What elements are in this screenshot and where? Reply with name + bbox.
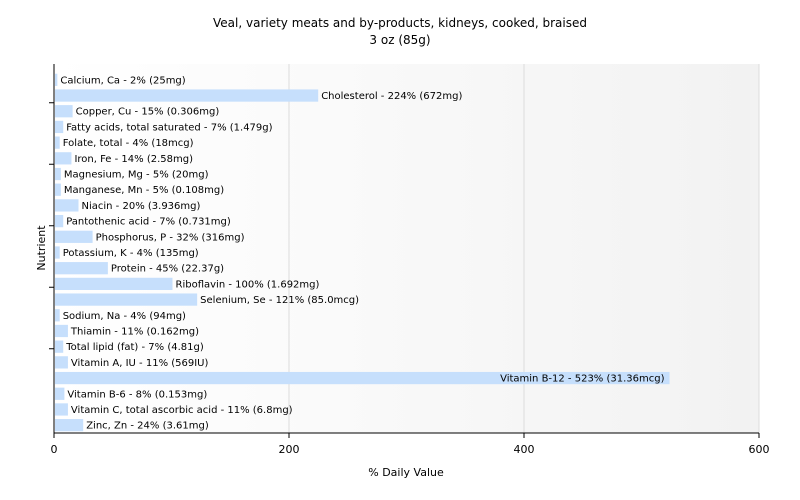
bar-label: Iron, Fe - 14% (2.58mg): [74, 154, 193, 165]
bar: [55, 105, 73, 118]
bar-label: Folate, total - 4% (18mcg): [63, 138, 194, 149]
bars-group: [55, 73, 670, 432]
x-axis-title: % Daily Value: [368, 466, 444, 479]
bar: [55, 152, 72, 165]
bar-label: Fatty acids, total saturated - 7% (1.479…: [66, 122, 272, 133]
bar-label: Phosphorus, P - 32% (316mg): [96, 232, 245, 243]
bar-label: Cholesterol - 224% (672mg): [321, 91, 462, 102]
bar-label: Pantothenic acid - 7% (0.731mg): [66, 217, 231, 228]
bar-label: Zinc, Zn - 24% (3.61mg): [86, 421, 209, 432]
bar: [55, 136, 60, 149]
bar: [55, 214, 64, 228]
bar-label: Calcium, Ca - 2% (25mg): [60, 75, 185, 86]
bar-label: Thiamin - 11% (0.162mg): [70, 326, 199, 337]
bar-label: Magnesium, Mg - 5% (20mg): [64, 170, 209, 181]
bar-label: Vitamin B-6 - 8% (0.153mg): [67, 389, 207, 400]
bar: [55, 387, 65, 400]
chart-subtitle: 3 oz (85g): [369, 33, 430, 47]
bar: [55, 403, 68, 416]
plot-area: [54, 64, 759, 433]
x-tick-label: 200: [279, 443, 300, 456]
bar: [55, 230, 93, 243]
bar-label: Potassium, K - 4% (135mg): [63, 248, 199, 259]
bar-label: Vitamin C, total ascorbic acid - 11% (6.…: [71, 405, 293, 416]
bar: [55, 183, 61, 196]
bar: [55, 246, 60, 259]
bar: [55, 340, 64, 353]
y-axis-title: Nutrient: [35, 225, 48, 271]
gridlines: [288, 64, 760, 433]
bar: [55, 419, 84, 432]
bar-label: Manganese, Mn - 5% (0.108mg): [64, 185, 224, 196]
bar-label: Protein - 45% (22.37g): [111, 264, 224, 275]
bar-label: Niacin - 20% (3.936mg): [82, 201, 201, 212]
axes-group: 0 200 400 600: [49, 64, 770, 456]
bar-label: Riboflavin - 100% (1.692mg): [176, 279, 320, 290]
bar: [55, 309, 60, 322]
bar: [55, 167, 61, 181]
bar-labels-group: Calcium, Ca - 2% (25mg) Cholesterol - 224…: [60, 75, 664, 431]
x-tick-label: 400: [514, 443, 535, 456]
bar-label: Vitamin B-12 - 523% (31.36mcg): [500, 374, 665, 385]
bar: [55, 73, 58, 86]
x-tick-label: 600: [749, 443, 770, 456]
bar: [55, 293, 198, 306]
bar-label: Copper, Cu - 15% (0.306mg): [76, 107, 220, 118]
bar: [55, 89, 319, 102]
bar-label: Sodium, Na - 4% (94mg): [63, 311, 186, 322]
bar-label: Vitamin A, IU - 11% (569IU): [71, 358, 209, 369]
bar: [55, 371, 670, 385]
x-tick-label: 0: [51, 443, 58, 456]
bar: [55, 277, 173, 291]
bar-label: Total lipid (fat) - 7% (4.81g): [65, 342, 204, 353]
chart-title: Veal, variety meats and by-products, kid…: [213, 16, 587, 30]
bar: [55, 262, 108, 275]
bar: [55, 324, 68, 338]
bar: [55, 356, 68, 369]
bar: [55, 199, 79, 212]
bar: [55, 120, 64, 134]
bar-label: Selenium, Se - 121% (85.0mcg): [200, 295, 359, 306]
